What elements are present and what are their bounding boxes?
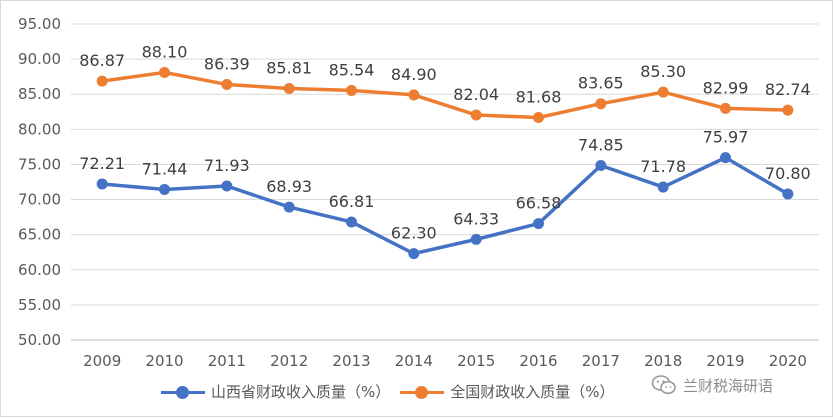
legend-item-national: 全国财政收入质量（%） <box>400 381 615 402</box>
data-point <box>346 216 357 228</box>
data-point <box>720 152 731 164</box>
data-label: 71.44 <box>142 159 188 178</box>
data-point <box>470 233 482 245</box>
x-tick-label: 2018 <box>644 352 682 370</box>
data-point <box>595 98 607 110</box>
data-point <box>96 178 108 190</box>
data-label: 83.65 <box>578 74 624 93</box>
x-tick-label: 2012 <box>270 352 308 370</box>
data-point <box>346 84 357 96</box>
data-label: 64.33 <box>453 209 499 228</box>
data-point <box>283 201 295 213</box>
data-label: 84.90 <box>391 65 437 84</box>
data-label: 71.78 <box>640 157 686 176</box>
data-label: 82.99 <box>703 78 749 97</box>
data-label: 86.39 <box>204 54 250 73</box>
x-tick-label: 2019 <box>706 352 744 370</box>
data-point <box>782 188 794 200</box>
gridlines <box>71 23 819 341</box>
data-point <box>657 181 669 193</box>
data-point <box>720 102 731 114</box>
x-tick-label: 2010 <box>145 352 183 370</box>
data-point <box>782 104 794 116</box>
data-point <box>159 66 170 78</box>
data-label: 81.68 <box>516 88 562 107</box>
y-tick-label: 50.00 <box>18 331 61 349</box>
watermark-text: 兰财税海研语 <box>683 376 774 395</box>
y-tick-label: 85.00 <box>18 85 61 103</box>
series-line-0 <box>102 155 789 256</box>
y-tick-label: 65.00 <box>18 226 61 244</box>
data-label: 82.04 <box>453 85 499 104</box>
data-point <box>221 78 233 90</box>
data-point <box>408 89 420 101</box>
y-axis: 50.00 55.00 60.00 65.00 70.00 75.00 80.00 85.00… <box>18 15 61 349</box>
data-point <box>221 180 233 192</box>
x-tick-label: 2016 <box>519 352 557 370</box>
data-label: 66.81 <box>329 192 375 211</box>
data-label: 72.21 <box>79 154 125 173</box>
legend-swatch-national <box>400 384 445 400</box>
data-label: 88.10 <box>142 42 188 61</box>
wechat-icon <box>651 375 676 395</box>
data-point <box>657 86 669 98</box>
series-points <box>96 66 794 260</box>
legend: 山西省财政收入质量（%） 全国财政收入质量（%） <box>161 381 625 402</box>
y-tick-label: 70.00 <box>18 191 61 209</box>
x-tick-label: 2017 <box>582 352 620 370</box>
data-label: 82.74 <box>765 80 811 99</box>
x-tick-label: 2009 <box>83 352 121 370</box>
data-label: 68.93 <box>266 177 312 196</box>
y-tick-label: 60.00 <box>18 261 61 279</box>
legend-item-shanxi: 山西省财政收入质量（%） <box>161 381 390 402</box>
data-point <box>470 109 482 121</box>
data-labels: 72.21 71.44 71.93 68.93 66.81 62.30 64.33 66.58… <box>79 42 810 242</box>
legend-label-shanxi: 山西省财政收入质量（%） <box>211 383 391 401</box>
x-axis: 2009 2010 2011 2012 2013 2014 2015 2016 2017 2018… <box>83 352 807 370</box>
y-tick-label: 95.00 <box>18 15 61 33</box>
data-point <box>595 159 607 171</box>
data-label: 62.30 <box>391 224 437 243</box>
x-tick-label: 2013 <box>332 352 370 370</box>
data-label: 70.80 <box>765 164 811 183</box>
data-point <box>159 183 170 195</box>
y-tick-label: 75.00 <box>18 155 61 173</box>
x-tick-label: 2011 <box>208 352 246 370</box>
x-tick-label: 2015 <box>457 352 495 370</box>
legend-swatch-shanxi <box>161 384 205 400</box>
y-tick-label: 55.00 <box>18 296 61 314</box>
data-label: 85.30 <box>640 62 686 81</box>
data-point <box>408 248 420 260</box>
data-point <box>283 83 295 95</box>
y-tick-label: 90.00 <box>18 50 61 68</box>
x-tick-label: 2020 <box>769 352 807 370</box>
data-point <box>96 75 108 87</box>
x-tick-label: 2014 <box>395 352 433 370</box>
legend-label-national: 全国财政收入质量（%） <box>450 383 615 401</box>
data-label: 75.97 <box>703 128 749 147</box>
data-label: 74.85 <box>578 135 624 154</box>
y-tick-label: 80.00 <box>18 120 61 138</box>
data-point <box>533 218 544 230</box>
data-label: 86.87 <box>79 51 125 70</box>
data-point <box>533 112 544 124</box>
watermark: 兰财税海研语 <box>651 374 773 396</box>
data-label: 85.81 <box>266 59 312 78</box>
series-lines <box>101 70 789 256</box>
data-label: 66.58 <box>516 194 562 213</box>
data-label: 71.93 <box>204 156 250 175</box>
data-label: 85.54 <box>329 60 375 79</box>
series-line-1 <box>101 70 788 120</box>
